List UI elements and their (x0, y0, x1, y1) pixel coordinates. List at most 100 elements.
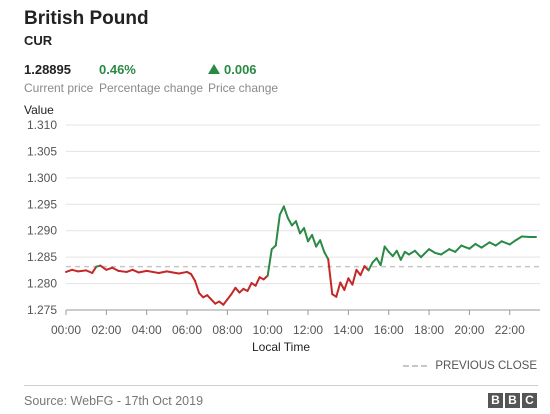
footer-divider (24, 385, 538, 386)
price-line-segment (117, 269, 128, 273)
x-tick-label: 02:00 (91, 323, 121, 337)
price-line-segment (137, 269, 148, 274)
price-line-segment (77, 269, 88, 273)
y-tick-label: 1.290 (27, 224, 57, 238)
price-line-segment (194, 279, 201, 295)
y-axis-label: Value (24, 103, 54, 117)
price-line-segment (85, 269, 94, 274)
x-tick-label: 14:00 (333, 323, 363, 337)
price-line-segment (323, 250, 330, 261)
price-line-segment (488, 241, 497, 247)
current-price-stat: 1.28895 Current price (24, 62, 93, 95)
price-line-segment (379, 245, 386, 267)
price-line-segment (131, 268, 140, 274)
chart-subtitle: CUR (24, 33, 53, 48)
price-line-segment (339, 281, 346, 291)
price-line-segment (335, 281, 342, 298)
price-line-segment (500, 240, 511, 246)
y-tick-label: 1.285 (27, 250, 57, 264)
price-change-label: Price change (208, 81, 279, 95)
x-tick-label: 20:00 (454, 323, 484, 337)
price-line-segment (468, 242, 477, 250)
price-line-segment (266, 248, 273, 277)
price-line-segment (71, 268, 80, 273)
price-line-segment (508, 239, 517, 246)
price-line-segment (520, 235, 531, 239)
y-tick-label: 1.310 (27, 118, 57, 132)
x-tick-label: 08:00 (212, 323, 242, 337)
y-tick-label: 1.300 (27, 171, 57, 185)
price-line-segment (399, 250, 406, 261)
price-line-segment (171, 271, 180, 275)
price-line-segment (286, 217, 293, 227)
price-line-segment (311, 233, 318, 248)
previous-close-swatch (403, 364, 428, 367)
price-line-segment (494, 240, 503, 247)
price-line-segment (145, 269, 154, 273)
price-line-segment (413, 249, 422, 259)
percentage-change-value: 0.46% (99, 62, 136, 77)
price-line-segment (278, 205, 285, 216)
chart-legend: PREVIOUS CLOSE (403, 360, 537, 372)
price-line-segment (319, 239, 326, 253)
y-tick-label: 1.295 (27, 197, 57, 211)
up-arrow-icon (208, 64, 220, 74)
x-tick-label: 10:00 (253, 323, 283, 337)
logo-letter: B (505, 393, 520, 408)
bbc-logo: B B C (488, 393, 537, 408)
price-line-segment (303, 227, 310, 243)
price-line-segment (474, 242, 483, 249)
price-line-segment (105, 266, 114, 271)
legend-previous-close: PREVIOUS CLOSE (435, 360, 537, 372)
price-line-segment (343, 277, 350, 291)
price-change-stat: 0.006 Price change (208, 62, 278, 95)
x-tick-label: 00:00 (51, 323, 81, 337)
price-line-segment (65, 268, 74, 273)
price-line-segment (111, 266, 120, 272)
price-line-segment (282, 205, 289, 220)
x-tick-label: 18:00 (414, 323, 444, 337)
price-line-segment (440, 248, 451, 256)
price-line-segment (294, 220, 301, 235)
price-line-segment (190, 273, 197, 282)
price-line-segment (514, 235, 523, 242)
price-line-segment (428, 248, 437, 254)
chart-title: British Pound (24, 8, 149, 29)
price-line-segment (460, 244, 471, 250)
x-axis-label: Local Time (252, 340, 310, 354)
price-line-segment (125, 268, 134, 273)
price-line-segment (480, 241, 491, 249)
percentage-change-stat: 0.46% Percentage change (99, 62, 203, 95)
price-line-segment (448, 248, 457, 253)
price-line-segment (274, 213, 281, 247)
price-line-segment (254, 276, 261, 287)
source-text: Source: WebFG - 17th Oct 2019 (24, 394, 204, 408)
price-line-segment (395, 249, 402, 261)
x-tick-label: 04:00 (132, 323, 162, 337)
x-tick-label: 06:00 (172, 323, 202, 337)
price-line-segment (351, 268, 358, 286)
price-line-segment (230, 286, 237, 296)
price-line-segment (454, 244, 463, 253)
price-line-segment (246, 282, 253, 292)
price-line-segment (151, 270, 160, 274)
logo-letter: C (522, 393, 537, 408)
price-line-segment (419, 248, 431, 259)
price-line-segment (234, 286, 241, 294)
price-line-segment (222, 298, 229, 306)
x-tick-label: 16:00 (374, 323, 404, 337)
x-tick-label: 22:00 (495, 323, 525, 337)
price-line-segment (434, 251, 443, 256)
y-tick-label: 1.280 (27, 277, 57, 291)
price-line-segment (99, 264, 108, 271)
price-line-segment (177, 270, 189, 275)
price-line-segment (157, 270, 168, 274)
price-line-segment (359, 265, 366, 277)
logo-letter: B (488, 393, 503, 408)
price-line-segment (91, 265, 98, 274)
y-tick-label: 1.275 (27, 303, 57, 317)
price-line-segment (407, 249, 416, 256)
price-line-segment (327, 258, 334, 296)
current-price-value: 1.28895 (24, 62, 71, 77)
